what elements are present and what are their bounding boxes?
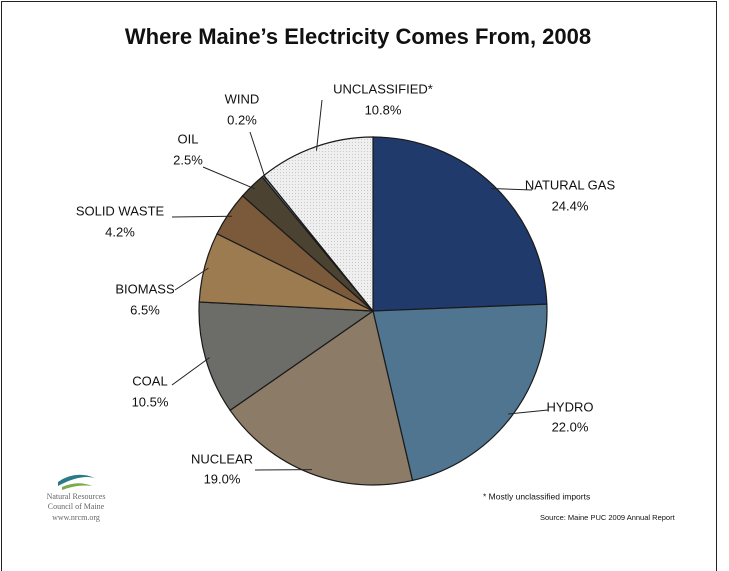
leader-line xyxy=(171,215,232,218)
logo-text: Natural Resources xyxy=(47,492,106,501)
value-label: 10.8% xyxy=(365,102,402,117)
value-label: 19.0% xyxy=(204,471,241,486)
source: Source: Maine PUC 2009 Annual Report xyxy=(540,513,676,522)
value-label: 6.5% xyxy=(130,302,160,317)
slice-label: UNCLASSIFIED* xyxy=(333,81,433,96)
leader-line xyxy=(490,187,533,191)
logo-icon xyxy=(58,474,95,490)
leader-line xyxy=(171,357,210,386)
pie-slice xyxy=(198,301,375,412)
leader-line xyxy=(249,131,267,180)
slice-label: COAL xyxy=(132,373,167,388)
value-label: 0.2% xyxy=(227,112,257,127)
slice-label: BIOMASS xyxy=(115,281,175,296)
slice-label: NUCLEAR xyxy=(191,451,253,466)
logo-text: Council of Maine xyxy=(48,502,105,511)
leader-line xyxy=(508,409,549,415)
slice-label: SOLID WASTE xyxy=(76,203,165,218)
slice-label: HYDRO xyxy=(547,399,594,414)
logo-text: www.nrcm.org xyxy=(52,513,100,522)
value-label: 10.5% xyxy=(132,394,169,409)
pie-slice xyxy=(372,136,548,312)
footnote: * Mostly unclassified imports xyxy=(483,491,590,501)
pie-slice xyxy=(263,136,374,313)
leader-line xyxy=(202,166,255,190)
leader-line xyxy=(174,267,209,291)
slice-label: OIL xyxy=(178,131,199,146)
slice-label: NATURAL GAS xyxy=(525,177,616,192)
pie-slice xyxy=(372,303,548,482)
value-label: 22.0% xyxy=(552,419,589,434)
value-label: 4.2% xyxy=(105,224,135,239)
value-label: 2.5% xyxy=(173,152,203,167)
pie-slice xyxy=(229,310,414,486)
leader-line xyxy=(315,99,323,151)
slice-label: WIND xyxy=(225,91,260,106)
chart-title: Where Maine’s Electricity Comes From, 20… xyxy=(125,24,591,49)
value-label: 24.4% xyxy=(552,198,589,213)
